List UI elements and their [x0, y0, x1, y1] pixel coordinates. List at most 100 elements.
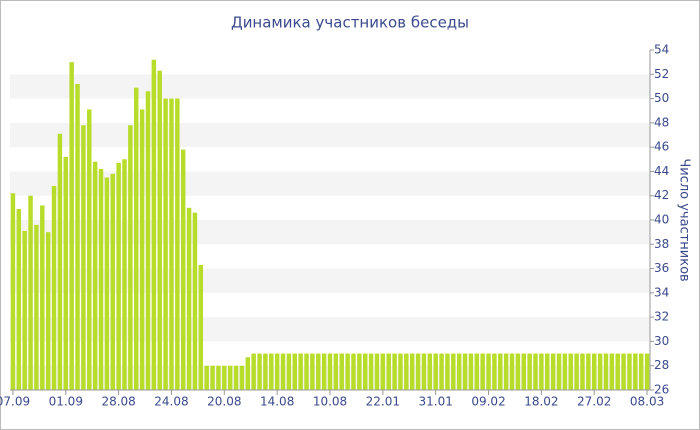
bar: [603, 353, 609, 390]
bar: [245, 357, 251, 390]
bar: [486, 353, 491, 390]
bar: [550, 353, 556, 390]
x-tick-label: 10.08: [313, 395, 347, 409]
bar: [198, 264, 204, 390]
bar: [251, 353, 256, 390]
bar: [380, 353, 386, 390]
bar: [110, 173, 115, 390]
y-tick-label: 40: [654, 213, 669, 227]
bar: [63, 156, 69, 390]
bar: [239, 365, 245, 390]
bar: [280, 353, 286, 390]
y-tick-label: 34: [654, 285, 669, 299]
bar: [298, 353, 303, 390]
chart-title: Динамика участников беседы: [231, 14, 469, 32]
bar: [163, 98, 168, 391]
bar: [398, 353, 403, 390]
bar: [580, 353, 585, 390]
bar: [57, 133, 63, 391]
bar: [98, 169, 104, 390]
y-tick-label: 38: [654, 237, 669, 251]
bar: [515, 353, 521, 390]
y-tick-label: 28: [654, 358, 669, 372]
bar: [116, 162, 121, 390]
bar: [186, 207, 192, 390]
bar: [374, 353, 380, 390]
y-tick-label: 36: [654, 261, 669, 275]
bar: [368, 353, 374, 390]
bar: [503, 353, 509, 390]
bar: [263, 353, 268, 390]
bar: [34, 224, 39, 390]
bar: [392, 353, 397, 390]
bar: [533, 353, 538, 390]
bar: [498, 353, 503, 390]
bar: [304, 353, 309, 390]
bar: [615, 353, 620, 390]
bar: [644, 353, 650, 390]
y-tick-label: 44: [654, 164, 669, 178]
bar: [621, 353, 626, 390]
bar: [357, 353, 362, 390]
bar: [10, 193, 16, 390]
y-axis-title: Число участников: [677, 158, 692, 281]
bar: [321, 353, 327, 390]
x-tick-label: 22.01: [366, 395, 400, 409]
bar: [539, 353, 544, 390]
y-tick-label: 26: [654, 383, 669, 397]
bar: [404, 353, 409, 390]
bar: [269, 353, 274, 390]
bar: [175, 98, 180, 391]
bar: [556, 353, 562, 390]
bar: [204, 365, 209, 390]
x-tick-label: 24.08: [154, 395, 188, 409]
bar: [409, 353, 415, 390]
x-tick-label: 01.09: [49, 395, 83, 409]
bar: [421, 353, 427, 390]
bar: [339, 353, 344, 390]
x-tick-label: 31.01: [419, 395, 453, 409]
bar: [316, 353, 321, 390]
bar: [257, 353, 262, 390]
bar: [427, 353, 433, 390]
x-tick-label: 20.08: [207, 395, 241, 409]
bar: [210, 365, 215, 390]
y-tick-label: 46: [654, 140, 669, 154]
bar: [462, 353, 468, 390]
bar: [69, 62, 74, 391]
bar: [586, 353, 591, 390]
bar: [456, 353, 462, 390]
x-tick-label: 28.08: [101, 395, 135, 409]
bar: [415, 353, 421, 390]
bar: [157, 70, 162, 391]
bar: [216, 365, 221, 390]
bar: [87, 109, 92, 390]
bar: [633, 353, 638, 390]
bar: [468, 353, 474, 390]
bar: [597, 353, 603, 390]
bar: [180, 149, 186, 390]
bar: [222, 365, 227, 390]
bar: [192, 212, 198, 390]
y-tick-label: 32: [654, 310, 669, 324]
bar: [310, 353, 315, 390]
bar: [474, 353, 480, 390]
x-tick-label: 07.09: [0, 395, 30, 409]
bar: [439, 353, 444, 390]
bar: [122, 159, 127, 390]
bar: [51, 186, 57, 390]
y-tick-label: 48: [654, 115, 669, 129]
x-tick-label: 09.02: [471, 395, 505, 409]
bar: [286, 353, 292, 390]
bar: [562, 353, 568, 390]
bar: [75, 84, 80, 390]
bar: [327, 353, 333, 390]
bar: [638, 353, 644, 390]
bar: [509, 353, 515, 390]
bar: [445, 353, 450, 390]
bar: [151, 59, 157, 390]
bar: [351, 353, 356, 390]
bar: [545, 353, 550, 390]
y-tick-label: 50: [654, 91, 669, 105]
